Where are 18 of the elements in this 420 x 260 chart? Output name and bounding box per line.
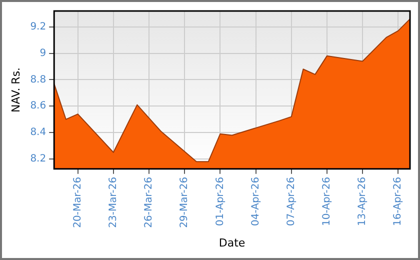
x-tick-label: 20-Mar-26 [72, 176, 84, 228]
y-tick-label: 9.2 [30, 21, 46, 32]
x-axis-title: Date [218, 236, 246, 250]
x-tick-label: 13-Apr-26 [357, 176, 368, 226]
x-tick-label: 10-Apr-26 [322, 176, 333, 226]
y-tick-label: 8.6 [30, 100, 46, 112]
y-tick-label: 8.8 [30, 74, 46, 86]
y-tick-label: 9 [40, 48, 46, 59]
x-tick-label: 29-Mar-26 [179, 176, 190, 228]
y-tick-label: 8.4 [30, 127, 46, 138]
x-tick-label: 07-Apr-26 [286, 176, 297, 226]
x-tick-label: 01-Apr-26 [214, 176, 226, 226]
x-tick-label: 04-Apr-26 [250, 176, 262, 226]
x-tick-label: 26-Mar-26 [144, 176, 155, 228]
y-tick-label: 8.2 [30, 154, 46, 165]
x-tick-label: 16-Apr-26 [392, 176, 404, 226]
y-axis-title: NAV. Rs. [9, 67, 22, 112]
x-tick-label: 23-Mar-26 [108, 176, 120, 228]
